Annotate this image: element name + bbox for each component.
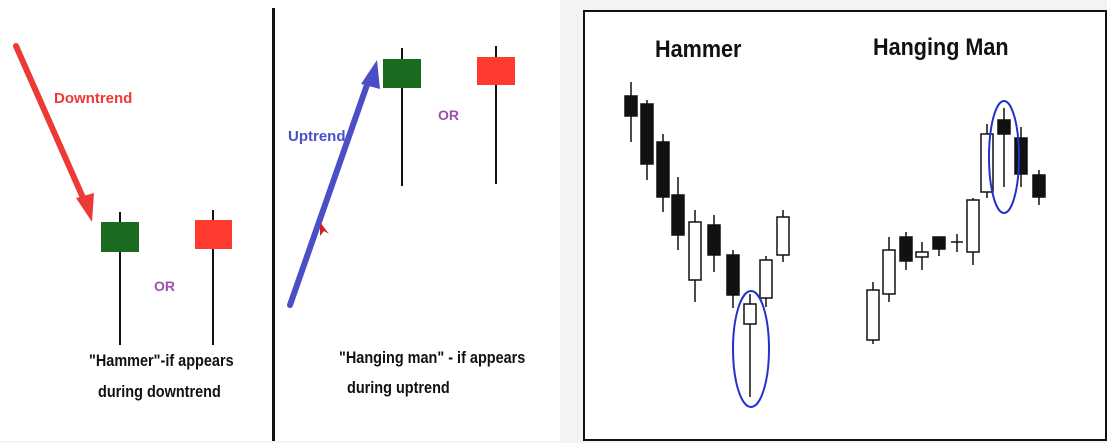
hammer-sequence [624, 82, 790, 397]
hammer-highlight-circle [732, 290, 770, 408]
or-label-hanging: OR [438, 107, 459, 123]
red-hanging-body [477, 57, 515, 85]
uptrend-arrow [287, 79, 371, 308]
hanging-man-title: Hanging Man [873, 34, 1009, 61]
hammer-title: Hammer [655, 36, 742, 63]
downtrend-label: Downtrend [54, 90, 133, 107]
hanging-caption-line2: during uptrend [347, 378, 450, 397]
left-diagram [13, 43, 515, 345]
green-hammer-body [101, 222, 139, 252]
hanging-man-highlight-circle [988, 100, 1020, 214]
uptrend-label: Uptrend [288, 128, 346, 145]
right-candlestick-chart [624, 82, 1046, 408]
cursor-mark [320, 222, 329, 236]
uptrend-arrowhead [361, 60, 380, 89]
or-label-hammer: OR [154, 278, 175, 294]
green-hanging-body [383, 59, 421, 88]
panel-divider [272, 8, 275, 441]
red-hammer-body [195, 220, 232, 249]
hammer-caption-line2: during downtrend [98, 382, 221, 401]
downtrend-arrow [13, 43, 87, 203]
hammer-caption-line1: "Hammer"-if appears [89, 351, 234, 370]
left-panel: Downtrend Uptrend OR OR "Hammer"-if appe… [0, 0, 560, 441]
right-panel: Hammer Hanging Man [583, 10, 1107, 441]
hanging-caption-line1: "Hanging man" - if appears [339, 348, 526, 367]
downtrend-arrowhead [76, 193, 94, 222]
